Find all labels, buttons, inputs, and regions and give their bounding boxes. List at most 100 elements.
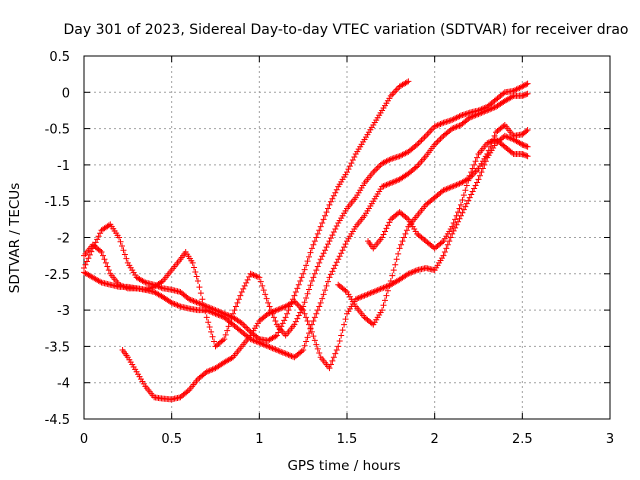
data-point (443, 186, 450, 193)
data-point (211, 338, 218, 345)
data-point (434, 138, 441, 145)
y-tick-label: -0.5 (45, 123, 70, 138)
data-point (300, 347, 307, 354)
data-point (342, 241, 349, 248)
data-point (326, 238, 333, 245)
data-point (437, 135, 444, 142)
data-point (325, 278, 332, 285)
data-point (379, 285, 386, 292)
data-point (455, 113, 462, 120)
data-point (189, 297, 196, 304)
y-tick-label: -2 (57, 232, 70, 247)
data-point (447, 234, 454, 241)
data-point (186, 296, 193, 303)
data-point (257, 278, 264, 285)
data-point (303, 338, 310, 345)
data-point (287, 352, 294, 359)
data-point (253, 338, 260, 345)
data-point (433, 140, 440, 147)
data-point (459, 209, 466, 216)
data-point (304, 317, 311, 324)
data-point (396, 153, 403, 160)
data-point (472, 182, 479, 189)
data-point (510, 87, 517, 94)
data-point (444, 241, 451, 248)
data-point (253, 273, 260, 280)
data-point (484, 151, 491, 158)
data-point (313, 234, 320, 241)
data-point (370, 169, 377, 176)
data-point (354, 295, 361, 302)
data-point (374, 287, 381, 294)
data-point (254, 339, 261, 346)
data-point (449, 223, 456, 230)
data-point (212, 310, 219, 317)
y-tick-label: -1 (57, 159, 70, 174)
data-point (206, 308, 213, 315)
data-point (306, 321, 313, 328)
data-point (235, 296, 242, 303)
data-point (105, 222, 112, 229)
data-point (282, 350, 289, 357)
data-point (519, 141, 526, 148)
data-point (488, 105, 495, 112)
data-point (346, 163, 353, 170)
data-point (306, 253, 313, 260)
data-point (279, 304, 286, 311)
data-point (314, 307, 321, 314)
data-point (268, 344, 275, 351)
y-tick-label: -2.5 (45, 268, 70, 283)
data-point (276, 348, 283, 355)
data-point (316, 259, 323, 266)
data-point (520, 92, 527, 99)
y-tick-labels: 0.5 0 -0.5 -1 -1.5 -2 -2.5 -3 -3.5 -4 -4.5 (45, 50, 70, 428)
data-point (317, 223, 324, 230)
data-point (272, 307, 279, 314)
data-point (383, 283, 390, 290)
data-point (325, 241, 332, 248)
data-point (400, 151, 407, 158)
data-point (457, 201, 464, 208)
data-point (281, 304, 288, 311)
data-point (373, 287, 380, 294)
data-point (292, 318, 299, 325)
data-point (348, 160, 355, 167)
data-point (392, 88, 399, 95)
data-point (244, 325, 251, 332)
data-point (270, 308, 277, 315)
data-point (209, 366, 216, 373)
data-point (250, 272, 257, 279)
data-point (370, 288, 377, 295)
data-point (342, 287, 349, 294)
data-point (390, 267, 397, 274)
data-point (272, 346, 279, 353)
data-point (478, 169, 485, 176)
data-point (379, 160, 386, 167)
data-point (304, 290, 311, 297)
data-point (240, 285, 247, 292)
data-point (117, 238, 124, 245)
data-point (516, 84, 523, 91)
data-point (333, 223, 340, 230)
data-point (415, 140, 422, 147)
data-point (189, 259, 196, 266)
data-point (192, 298, 199, 305)
data-point (194, 299, 201, 306)
data-point (292, 288, 299, 295)
data-point (316, 303, 323, 310)
data-point (205, 307, 212, 314)
data-point (519, 92, 526, 99)
data-point (232, 303, 239, 310)
data-point (241, 282, 248, 289)
data-point (455, 181, 462, 188)
data-point (360, 293, 367, 300)
axis-ticks (83, 55, 611, 420)
data-point (311, 238, 318, 245)
data-point (329, 357, 336, 364)
data-point (482, 108, 489, 115)
data-point (389, 179, 396, 186)
data-point (472, 112, 479, 119)
data-point (311, 314, 318, 321)
y-tick-label: -3 (57, 304, 70, 319)
data-point (259, 340, 266, 347)
